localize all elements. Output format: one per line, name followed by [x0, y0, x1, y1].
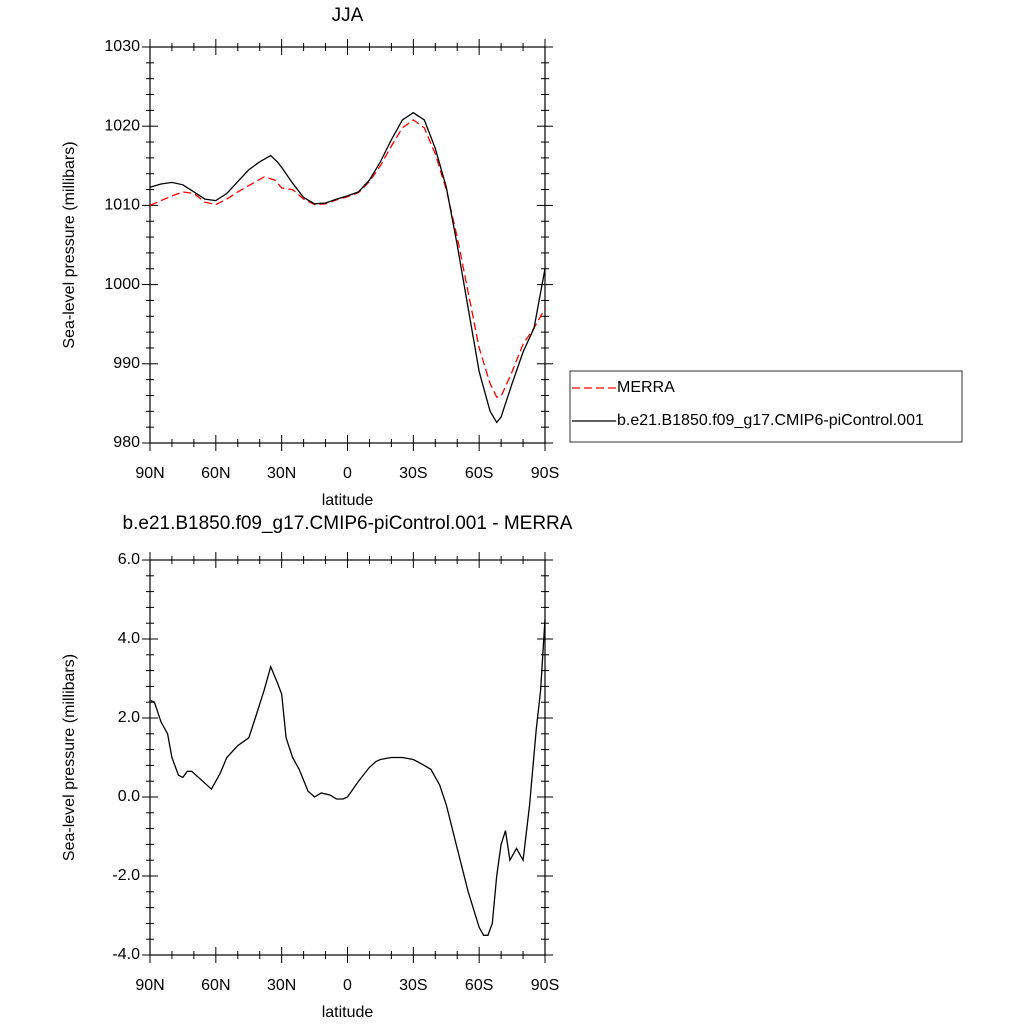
x-tick-label: 0: [343, 465, 352, 482]
y-tick-label: 6.0: [118, 551, 140, 568]
y-tick-label: 2.0: [118, 709, 140, 726]
y-tick-label: 1000: [104, 276, 140, 293]
plot-frame: [149, 46, 546, 444]
x-tick-label: 60S: [465, 465, 493, 482]
x-tick-label: 90N: [135, 465, 164, 482]
x-tick-label: 30N: [267, 465, 296, 482]
y-tick-label: -4.0: [112, 946, 140, 963]
x-axis-label: latitude: [322, 1004, 374, 1021]
y-tick-label: -2.0: [112, 867, 140, 884]
data-line: [149, 111, 546, 424]
x-tick-label: 30N: [267, 977, 296, 994]
y-tick-label: 1010: [104, 197, 140, 214]
y-tick-label: 0.0: [118, 788, 140, 805]
y-axis-label: Sea-level pressure (millibars): [61, 141, 78, 348]
x-tick-label: 90S: [531, 977, 559, 994]
legend-label: MERRA: [617, 379, 675, 396]
y-axis-label: Sea-level pressure (millibars): [61, 654, 78, 861]
data-line: [149, 619, 546, 936]
plot-frame: [149, 559, 546, 956]
data-line: [149, 119, 546, 398]
x-tick-label: 60S: [465, 977, 493, 994]
y-tick-label: 990: [113, 355, 140, 372]
legend-label: b.e21.B1850.f09_g17.CMIP6-piControl.001: [617, 412, 924, 429]
x-tick-label: 60N: [201, 977, 230, 994]
y-tick-label: 980: [113, 434, 140, 451]
y-tick-label: 1030: [104, 38, 140, 55]
x-tick-label: 0: [343, 977, 352, 994]
x-tick-label: 60N: [201, 465, 230, 482]
chart-title: JJA: [332, 5, 364, 26]
x-tick-label: 90N: [135, 977, 164, 994]
chart-title: b.e21.B1850.f09_g17.CMIP6-piControl.001 …: [123, 513, 573, 534]
x-tick-label: 30S: [399, 977, 427, 994]
x-tick-label: 30S: [399, 465, 427, 482]
legend-box: [569, 370, 963, 443]
y-tick-label: 1020: [104, 117, 140, 134]
x-axis-label: latitude: [322, 492, 374, 509]
x-tick-label: 90S: [531, 465, 559, 482]
y-tick-label: 4.0: [118, 630, 140, 647]
